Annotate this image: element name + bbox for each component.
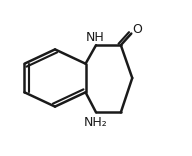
Text: NH: NH <box>86 31 104 44</box>
Text: NH₂: NH₂ <box>84 116 108 129</box>
Text: O: O <box>132 23 142 36</box>
